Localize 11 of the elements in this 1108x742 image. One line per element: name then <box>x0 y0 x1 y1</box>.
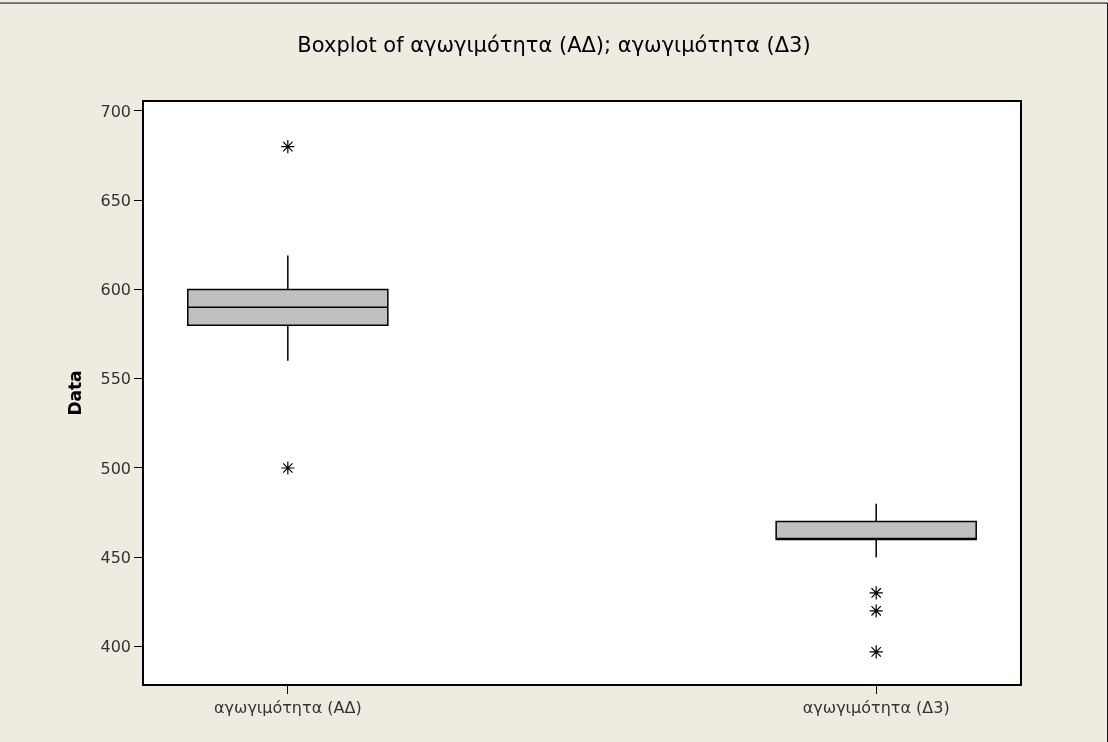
y-tick-label: 600 <box>100 280 132 300</box>
y-tick-label: 450 <box>100 547 132 567</box>
y-tick-label: 500 <box>100 458 132 478</box>
y-tick-label: 700 <box>100 101 132 121</box>
x-tick-label: αγωγιμότητα (ΑΔ) <box>213 697 362 717</box>
y-tick-label: 400 <box>100 637 132 657</box>
chart-title: Boxplot of αγωγιμότητα (ΑΔ); αγωγιμότητα (Δ3) <box>297 32 811 57</box>
x-tick-label: αγωγιμότητα (Δ3) <box>802 697 950 717</box>
y-axis-title: Data <box>64 370 85 416</box>
y-tick-label: 550 <box>100 369 132 389</box>
y-tick-label: 650 <box>100 190 132 210</box>
